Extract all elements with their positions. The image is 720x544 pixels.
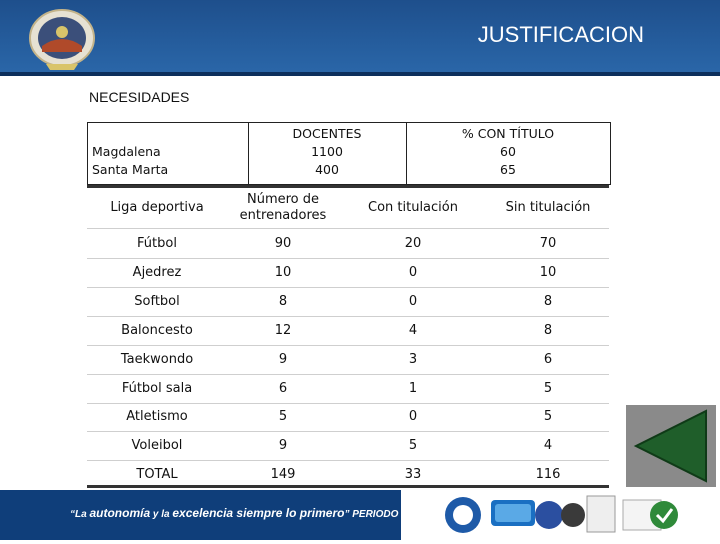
cell-liga: Voleibol [131,438,183,453]
row-separator [87,460,609,461]
table-bottom-rule [87,485,609,488]
cell-entrenadores: 10 [274,265,292,280]
university-seal-icon [29,9,95,70]
header-entrenadores: Número de entrenadores [239,192,327,223]
table-header-row: Liga deportiva Número de entrenadores Co… [87,190,609,226]
cell-entrenadores: 9 [278,438,288,453]
cell-entrenadores: 9 [278,352,288,367]
table-row: Baloncesto 12 4 8 [87,316,609,345]
total-con: 33 [404,467,422,482]
cell-con: 1 [408,381,418,396]
cell-sin: 8 [543,294,553,309]
certification-logos-icon [445,495,678,533]
header-liga: Liga deportiva [110,200,204,215]
row-separator [87,345,609,346]
row-separator [87,403,609,404]
region-label: Magdalena Santa Marta [92,144,169,177]
footer-slogan: “La autonomía y la excelencia siempre lo… [70,506,455,520]
cell-entrenadores: 12 [274,323,292,338]
header-sin-titulacion: Sin titulación [505,200,591,215]
titulo-column: % CON TÍTULO 60 65 [461,126,555,177]
cell-entrenadores: 5 [278,409,288,424]
cell-sin: 4 [543,438,553,453]
section-title: NECESIDADES [89,89,190,105]
page-title: JUSTIFICACION [477,22,644,47]
header-con-titulacion: Con titulación [368,200,458,215]
table-row: Taekwondo 9 3 6 [87,345,609,374]
table-row: Atletismo 5 0 5 [87,402,609,431]
cell-liga: Atletismo [126,409,188,424]
row-separator [87,258,609,259]
table-row: Ajedrez 10 0 10 [87,258,609,287]
header-bar: JUSTIFICACION [0,0,720,72]
certification-logos [401,490,720,540]
cell-sin: 70 [539,236,557,251]
cell-sin: 5 [543,409,553,424]
row-separator [87,316,609,317]
cell-con: 3 [408,352,418,367]
cell-liga: Fútbol sala [121,381,193,396]
summary-box: Magdalena Santa Marta DOCENTES 1100 400 … [87,122,611,185]
row-separator [87,374,609,375]
cell-entrenadores: 8 [278,294,288,309]
cell-liga: Baloncesto [121,323,193,338]
table-row: Voleibol 9 5 4 [87,431,609,460]
table-total-row: TOTAL 149 33 116 [87,460,609,489]
cell-liga: Softbol [134,294,180,309]
cell-liga: Taekwondo [120,352,194,367]
triangle-left-icon [633,409,707,483]
cell-sin: 5 [543,381,553,396]
table-top-rule [87,185,609,188]
total-entrenadores: 149 [270,467,296,482]
total-label: TOTAL [136,467,178,482]
divider [406,123,407,184]
row-separator [87,228,609,229]
cell-con: 0 [408,409,418,424]
table-row: Fútbol sala 6 1 5 [87,374,609,403]
cell-sin: 6 [543,352,553,367]
cell-con: 4 [408,323,418,338]
cell-liga: Ajedrez [132,265,182,280]
cell-entrenadores: 6 [278,381,288,396]
cell-sin: 10 [539,265,557,280]
cell-con: 5 [408,438,418,453]
back-button[interactable] [626,405,716,487]
cell-con: 0 [408,294,418,309]
cell-sin: 8 [543,323,553,338]
cell-liga: Fútbol [137,236,177,251]
table-row: Softbol 8 0 8 [87,287,609,316]
cell-entrenadores: 90 [274,236,292,251]
total-sin: 116 [535,467,561,482]
docentes-column: DOCENTES 1100 400 [292,126,362,177]
table-row: Fútbol 90 20 70 [87,229,609,258]
cell-con: 20 [404,236,422,251]
header-strip [0,72,720,76]
cell-con: 0 [408,265,418,280]
row-separator [87,431,609,432]
footer-bar: “La autonomía y la excelencia siempre lo… [0,490,720,540]
divider [248,123,249,184]
row-separator [87,287,609,288]
